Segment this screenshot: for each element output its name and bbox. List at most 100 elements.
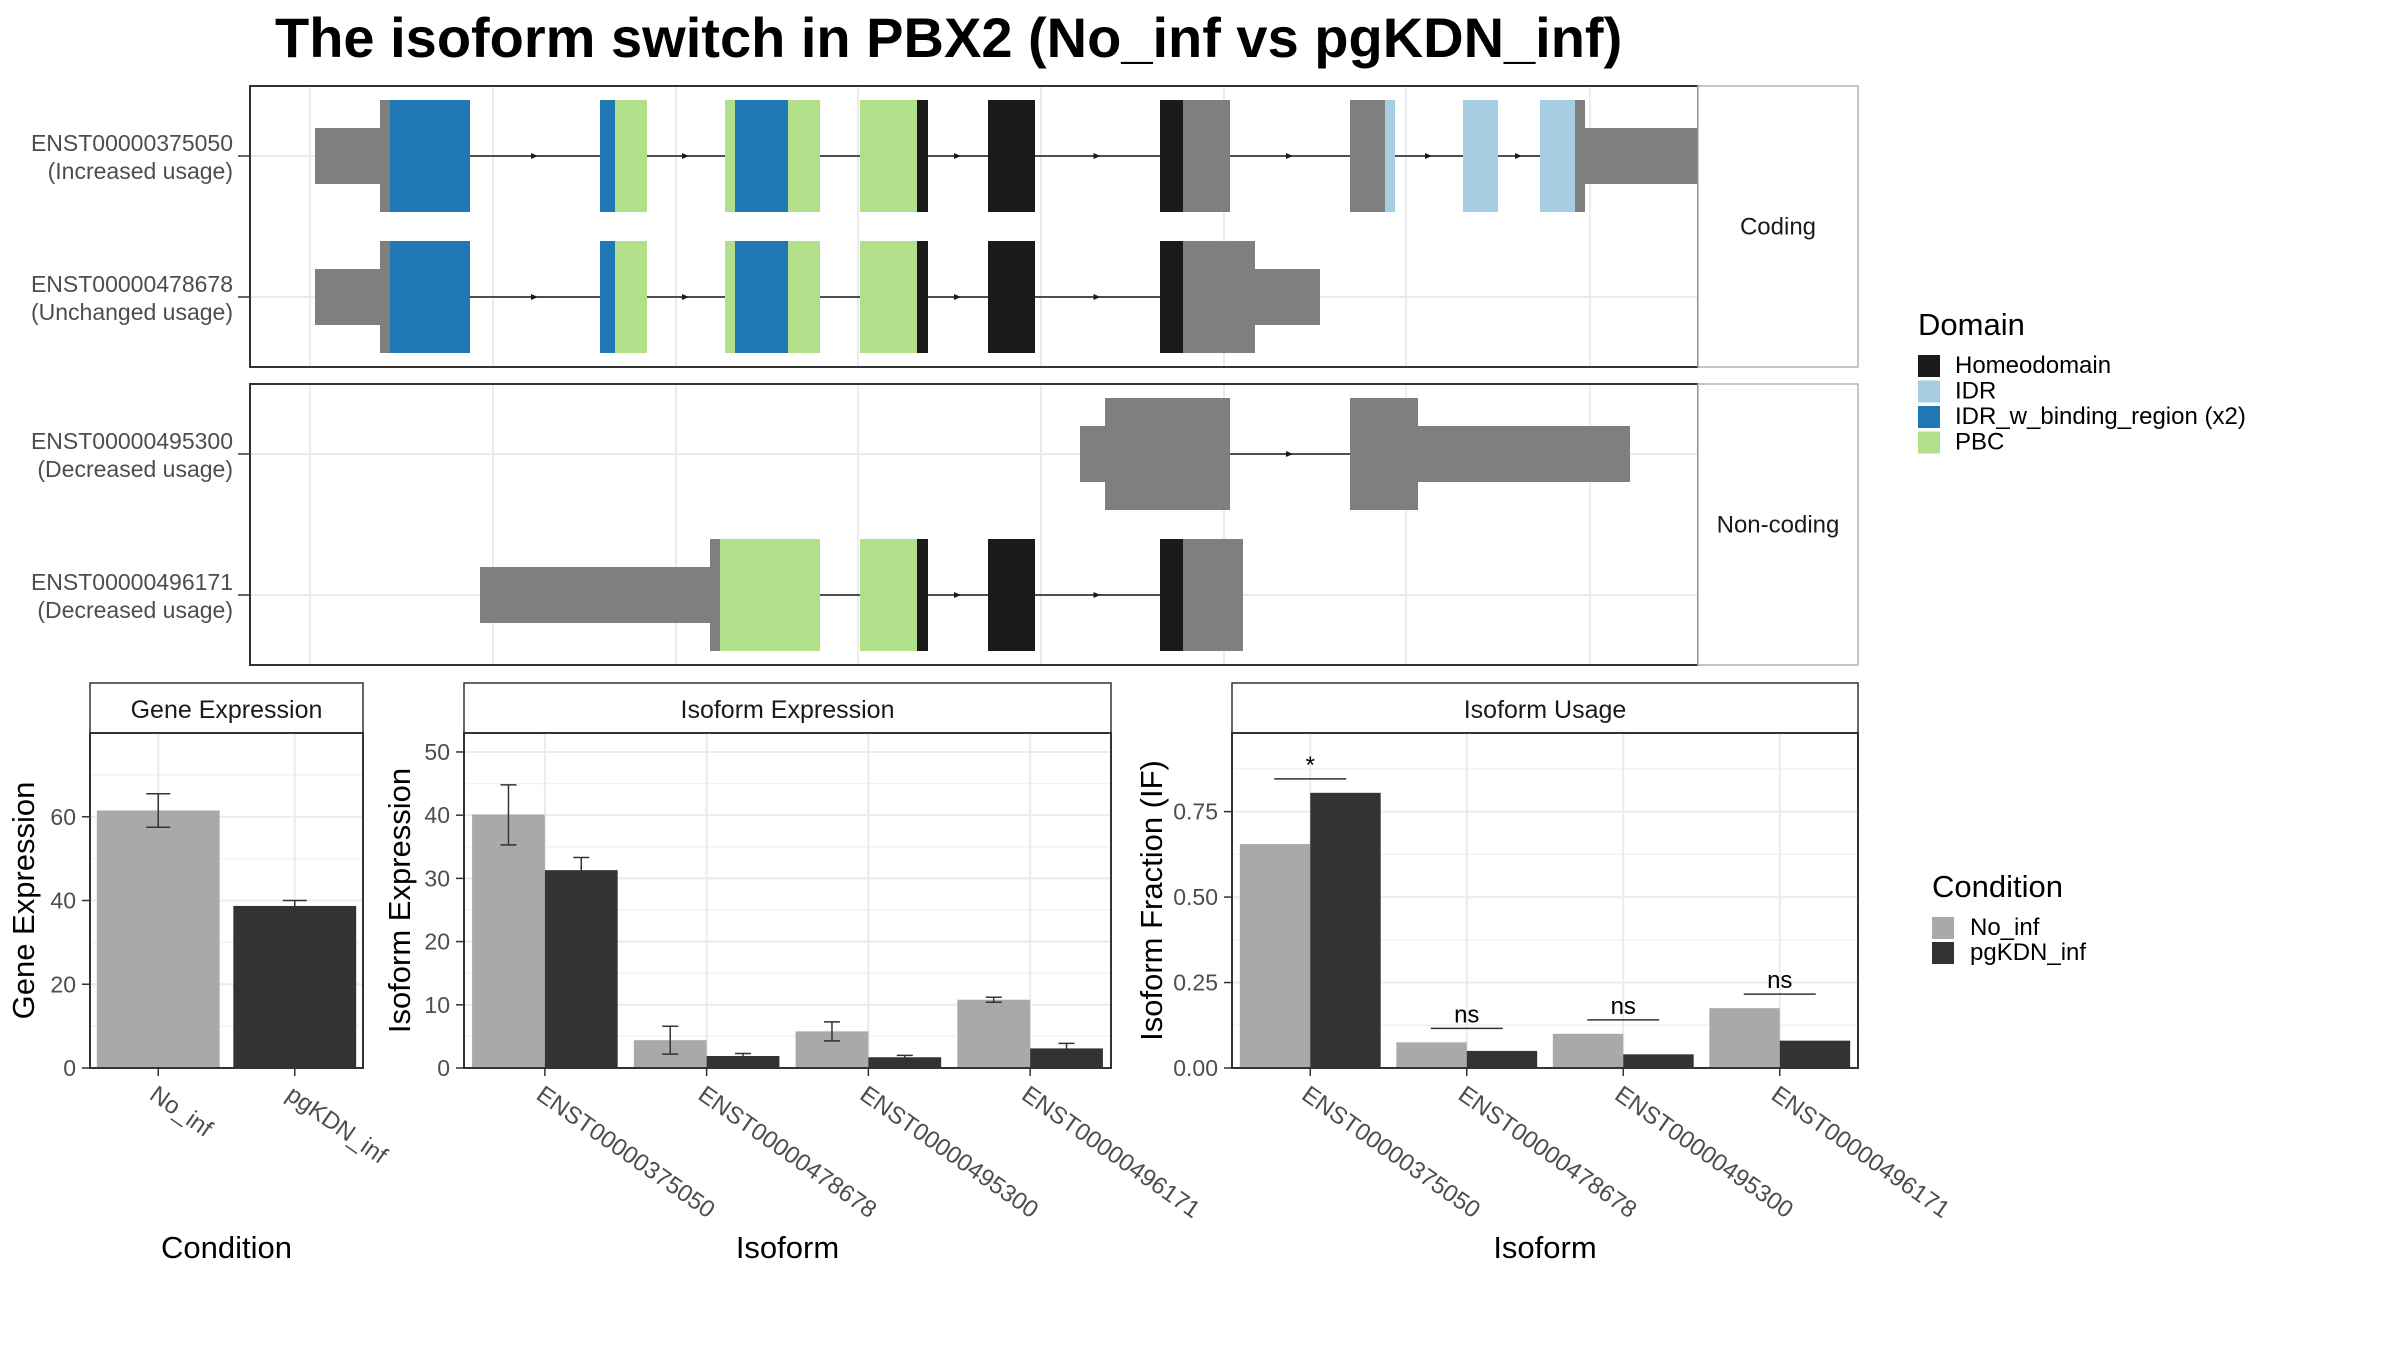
intron-arrow: [1425, 153, 1432, 159]
transcript-label: ENST00000496171: [31, 569, 233, 595]
isoform-structure-panel: Coding ENST00000375050(Increased usage) EN…: [31, 85, 1859, 666]
domain-legend: Domain HomeodomainIDRIDR_w_binding_region…: [1918, 307, 2246, 456]
bar-no-inf: [957, 999, 1031, 1068]
exon-utr: [1418, 426, 1630, 482]
exon-homeodomain: [988, 539, 1035, 651]
x-tick-label: pgKDN_inf: [281, 1081, 392, 1170]
y-tick-label: 0: [63, 1055, 76, 1081]
y-axis-title: Isoform Fraction (IF): [1134, 760, 1169, 1041]
bar-no-inf: [96, 810, 220, 1068]
exon-cds: [710, 539, 720, 651]
exon-idr-w-binding-region-x2: [600, 241, 615, 353]
x-axis-title: Isoform: [736, 1230, 839, 1265]
exon-cds: [380, 241, 390, 353]
exon-idr: [1463, 100, 1498, 212]
facet-background: [250, 86, 1698, 367]
exon-cds: [380, 100, 390, 212]
panel-isoform-expression: Isoform Expression 0 10 20 30 40 50 ENST0000037…: [382, 682, 1205, 1265]
transcript-ENST00000375050: [315, 100, 1785, 212]
exon-pbc: [860, 241, 917, 353]
exon-pbc: [860, 539, 917, 651]
intron-arrow: [954, 294, 961, 300]
y-tick-label: 0: [437, 1055, 450, 1081]
exon-homeodomain: [988, 241, 1035, 353]
intron-arrow: [531, 294, 538, 300]
exon-cds: [1575, 100, 1585, 212]
significance-label: ns: [1611, 993, 1636, 1020]
intron-arrow: [1286, 153, 1293, 159]
exon-homeodomain: [917, 241, 928, 353]
exon-idr-w-binding-region-x2: [600, 100, 615, 212]
transcript-ENST00000496171: [480, 539, 1243, 651]
legend-label: No_inf: [1970, 914, 2040, 941]
legend-label: IDR: [1955, 378, 1996, 405]
exon-idr-w-binding-region-x2: [735, 100, 788, 212]
x-tick-label: ENST00000478678: [693, 1081, 881, 1224]
bar-pgkdn-inf: [1623, 1054, 1694, 1068]
transcript-usage-label: (Decreased usage): [37, 456, 233, 482]
exon-idr: [1540, 100, 1575, 212]
x-axis-title: Isoform: [1493, 1230, 1596, 1265]
y-tick-label: 40: [50, 888, 76, 914]
panel-border: [463, 732, 1112, 1069]
x-tick-label: ENST00000375050: [531, 1081, 719, 1224]
intron-arrow: [1515, 153, 1522, 159]
y-tick-label: 40: [424, 802, 450, 828]
y-tick-label: 0.75: [1173, 799, 1218, 825]
exon-idr-w-binding-region-x2: [390, 241, 470, 353]
bar-pgkdn-inf: [1466, 1050, 1538, 1068]
intron-arrow: [1093, 592, 1101, 598]
exon-pbc: [725, 241, 735, 353]
bar-pgkdn-inf: [233, 905, 357, 1068]
expression-bar-panels: Gene Expression 0 20 40 60 No_inf pgKDN_inf Con…: [6, 682, 1955, 1265]
exon-homeodomain: [917, 539, 928, 651]
transcript-ENST00000495300: [1080, 398, 1630, 510]
transcript-usage-label: (Unchanged usage): [31, 299, 233, 325]
legend-title: Condition: [1932, 869, 2063, 904]
panel-strip-label: Gene Expression: [131, 696, 323, 724]
bar-pgkdn-inf: [706, 1055, 780, 1068]
bar-pgkdn-inf: [868, 1057, 942, 1068]
intron-arrow: [954, 153, 961, 159]
bar-no-inf: [1709, 1008, 1780, 1068]
legend-title: Domain: [1918, 307, 2025, 342]
intron-arrow: [682, 294, 689, 300]
significance-label: ns: [1767, 967, 1792, 994]
y-tick-label: 0.25: [1173, 970, 1218, 996]
transcript-label: ENST00000375050: [31, 130, 233, 156]
panel-gene-expression: Gene Expression 0 20 40 60 No_inf pgKDN_inf Con…: [6, 682, 392, 1265]
exon-cds: [1183, 241, 1255, 353]
exon-utr: [1255, 269, 1320, 325]
transcript-label: ENST00000495300: [31, 428, 233, 454]
exon-utr: [480, 567, 710, 623]
y-axis-title: Gene Expression: [6, 782, 41, 1020]
y-tick-label: 50: [424, 739, 450, 765]
facet-strip-label: Coding: [1740, 214, 1816, 241]
exon-idr-w-binding-region-x2: [735, 241, 788, 353]
facet-strip-label: Non-coding: [1717, 512, 1840, 539]
facet-coding: Coding: [249, 85, 1859, 368]
exon-pbc: [720, 539, 820, 651]
x-tick-label: ENST00000495300: [855, 1081, 1043, 1224]
transcript-ENST00000478678: [315, 241, 1320, 353]
y-axis-title: Isoform Expression: [382, 768, 417, 1033]
exon-utr: [315, 269, 380, 325]
bar-no-inf: [1396, 1042, 1467, 1068]
exon-homeodomain: [1160, 241, 1183, 353]
exon-pbc: [788, 100, 820, 212]
intron-arrow: [531, 153, 538, 159]
bar-pgkdn-inf: [1030, 1048, 1103, 1068]
exon-pbc: [615, 241, 647, 353]
x-axis-title: Condition: [161, 1230, 292, 1265]
panel-strip-label: Isoform Usage: [1464, 696, 1627, 724]
exon-homeodomain: [1160, 100, 1183, 212]
facet-strip: [1697, 85, 1859, 368]
exon-cds: [1183, 539, 1243, 651]
exon-pbc: [615, 100, 647, 212]
y-tick-label: 30: [424, 865, 450, 891]
exon-pbc: [860, 100, 917, 212]
exon-cds: [1350, 398, 1418, 510]
